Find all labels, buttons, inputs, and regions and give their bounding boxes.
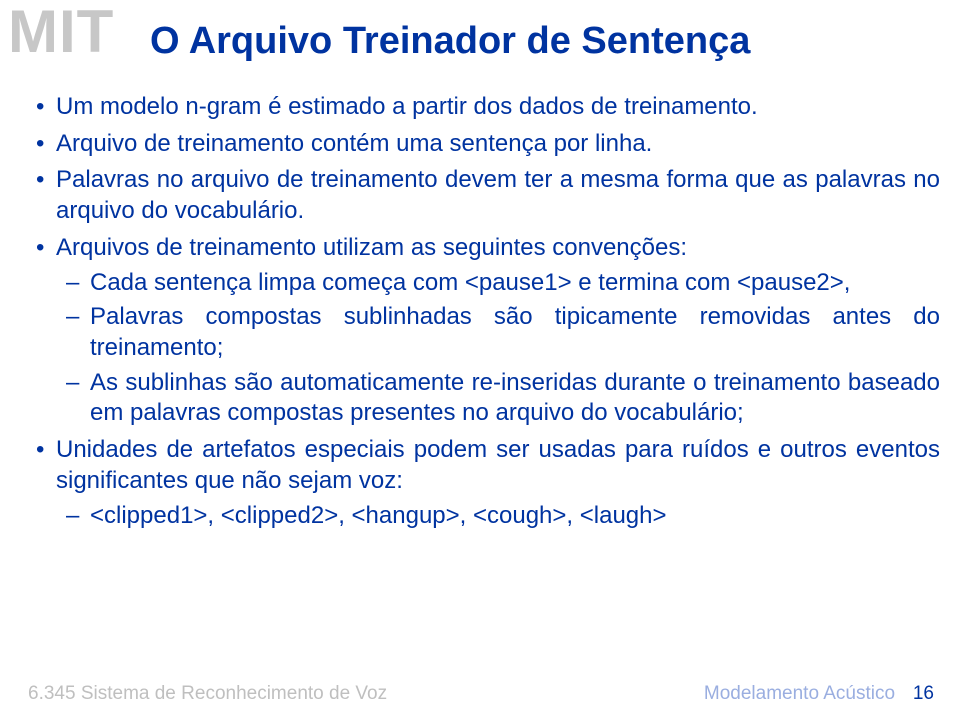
bullet-item: Arquivos de treinamento utilizam as segu… (34, 233, 940, 429)
bullet-item: Palavras no arquivo de treinamento devem… (34, 165, 940, 226)
bullet-text: Unidades de artefatos especiais podem se… (56, 436, 940, 494)
bullet-item: Arquivo de treinamento contém uma senten… (34, 129, 940, 160)
content-area: Um modelo n-gram é estimado a partir dos… (34, 92, 940, 537)
sub-bullet-text: <clipped1>, <clipped2>, <hangup>, <cough… (90, 502, 667, 529)
page-title: O Arquivo Treinador de Sentença (150, 20, 750, 63)
bullet-text: Um modelo n-gram é estimado a partir dos… (56, 93, 758, 120)
sub-bullet-item: As sublinhas são automaticamente re-inse… (56, 368, 940, 429)
sub-bullet-item: <clipped1>, <clipped2>, <hangup>, <cough… (56, 501, 940, 532)
sub-bullet-item: Cada sentença limpa começa com <pause1> … (56, 268, 940, 299)
bullet-list: Um modelo n-gram é estimado a partir dos… (34, 92, 940, 531)
footer-right-wrap: Modelamento Acústico 16 (704, 683, 934, 705)
sub-bullet-item: Palavras compostas sublinhadas são tipic… (56, 302, 940, 363)
sub-bullet-text: Palavras compostas sublinhadas são tipic… (90, 303, 940, 361)
footer-right: Modelamento Acústico (704, 683, 895, 704)
bullet-text: Arquivo de treinamento contém uma senten… (56, 130, 652, 157)
footer-left: 6.345 Sistema de Reconhecimento de Voz (28, 683, 387, 705)
footer: 6.345 Sistema de Reconhecimento de Voz M… (28, 683, 934, 705)
bullet-text: Arquivos de treinamento utilizam as segu… (56, 234, 687, 261)
footer-page: 16 (913, 683, 934, 704)
bullet-text: Palavras no arquivo de treinamento devem… (56, 166, 940, 224)
bullet-item: Unidades de artefatos especiais podem se… (34, 435, 940, 531)
sub-bullet-text: Cada sentença limpa começa com <pause1> … (90, 269, 850, 296)
mit-logo: MIT (8, 2, 114, 62)
sub-bullet-text: As sublinhas são automaticamente re-inse… (90, 369, 940, 427)
bullet-item: Um modelo n-gram é estimado a partir dos… (34, 92, 940, 123)
